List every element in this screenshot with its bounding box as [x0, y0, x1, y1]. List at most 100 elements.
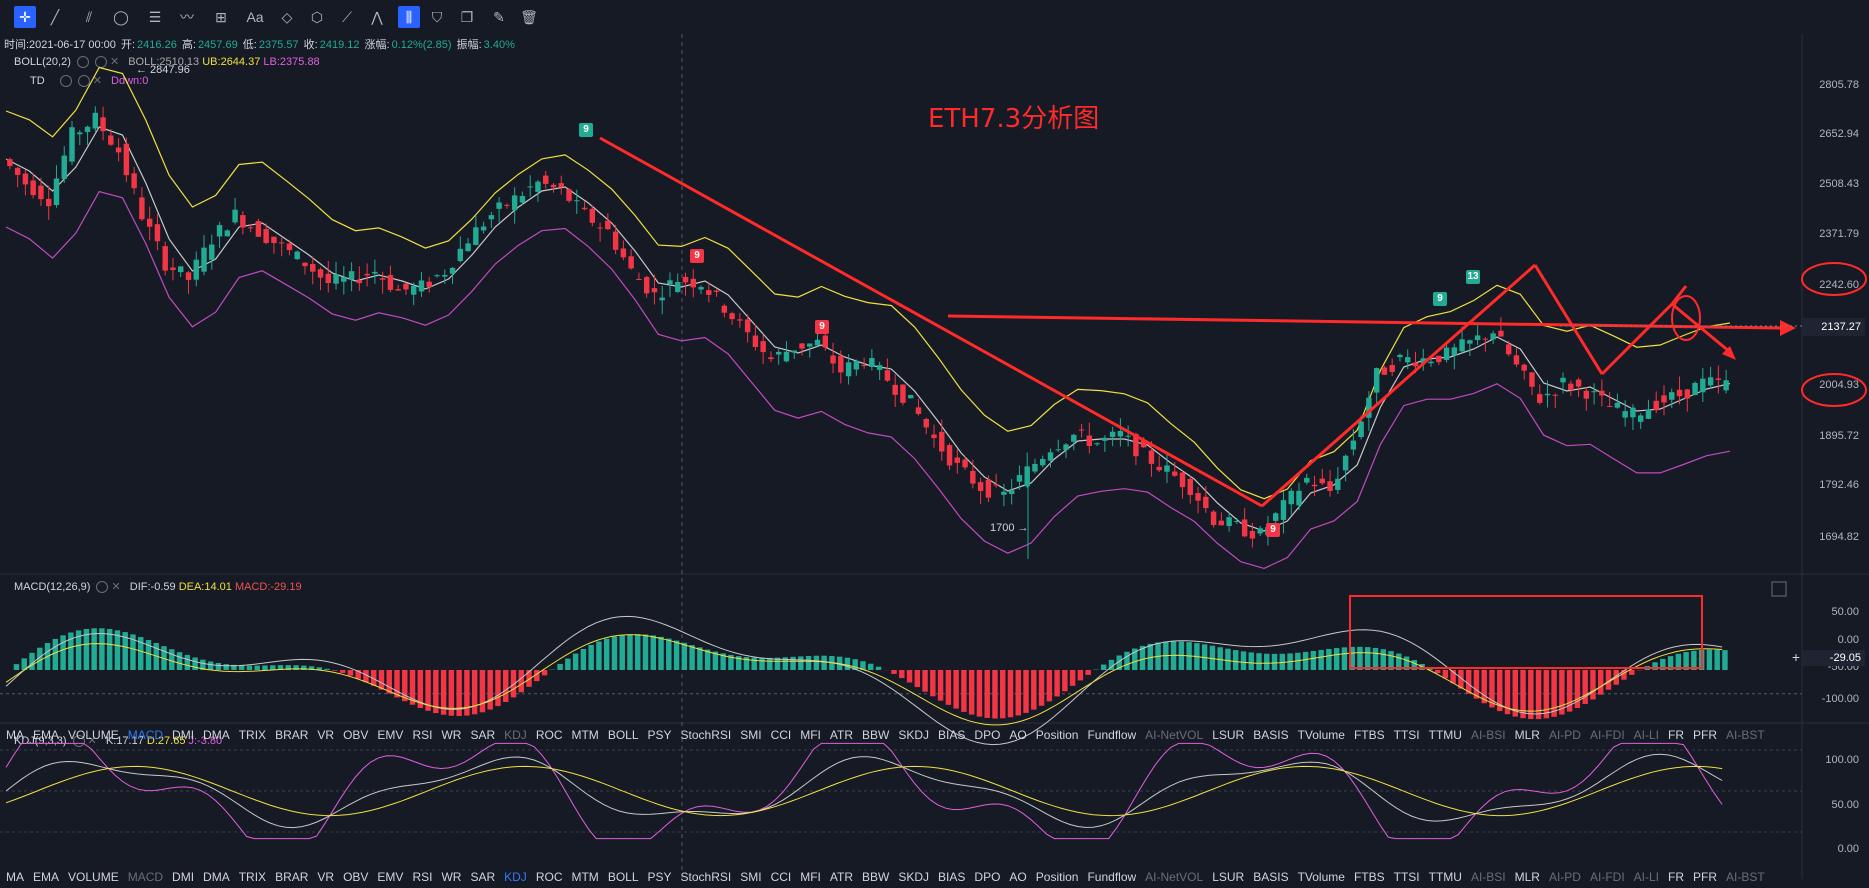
indicator-tab-wr[interactable]: WR — [441, 724, 461, 746]
indicator-tab-brar[interactable]: BRAR — [275, 866, 308, 888]
indicator-tab-trix[interactable]: TRIX — [239, 724, 266, 746]
indicator-tab-position[interactable]: Position — [1036, 724, 1079, 746]
indicator-tab-smi[interactable]: SMI — [740, 866, 761, 888]
indicator-tab-ai-fdi[interactable]: AI-FDI — [1590, 866, 1625, 888]
chart-svg[interactable] — [0, 34, 1869, 879]
indicator-tab-fundflow[interactable]: Fundflow — [1087, 724, 1136, 746]
measure-icon[interactable]: ⊞ — [210, 6, 232, 28]
indicator-tab-brar[interactable]: BRAR — [275, 724, 308, 746]
text-icon[interactable]: Aa — [244, 6, 266, 28]
pattern-icon[interactable]: ⬡ — [306, 6, 328, 28]
indicator-tab-psy[interactable]: PSY — [648, 866, 672, 888]
wave-icon[interactable]: 〰 — [176, 6, 198, 28]
indicator-tab-cci[interactable]: CCI — [771, 866, 792, 888]
indicator-tab-ai-li[interactable]: AI-LI — [1634, 724, 1659, 746]
indicator-tab-ai-bst[interactable]: AI-BST — [1726, 724, 1765, 746]
indicator-tab-ai-pd[interactable]: AI-PD — [1549, 724, 1581, 746]
indicator-tab-boll[interactable]: BOLL — [608, 724, 639, 746]
trend-line-icon[interactable]: ╱ — [44, 6, 66, 28]
indicator-tab-cci[interactable]: CCI — [771, 724, 792, 746]
indicator-tab-roc[interactable]: ROC — [536, 724, 563, 746]
indicator-tab-ao[interactable]: AO — [1009, 724, 1026, 746]
ellipse-icon[interactable]: ◯ — [110, 6, 132, 28]
indicator-tab-sar[interactable]: SAR — [470, 724, 495, 746]
indicator-tab-ttsi[interactable]: TTSI — [1394, 866, 1420, 888]
indicator-tab-basis[interactable]: BASIS — [1253, 724, 1288, 746]
indicator-tab-bbw[interactable]: BBW — [862, 866, 889, 888]
trash-icon[interactable]: 🗑 — [518, 6, 540, 28]
parallel-channel-icon[interactable]: ⫽ — [78, 6, 100, 28]
indicator-tab-bias[interactable]: BIAS — [938, 724, 965, 746]
indicator-tab-pfr[interactable]: PFR — [1693, 866, 1717, 888]
indicator-tab-dpo[interactable]: DPO — [974, 724, 1000, 746]
crosshair-icon[interactable]: ✛ — [14, 6, 36, 28]
indicator-tab-tvolume[interactable]: TVolume — [1298, 866, 1345, 888]
indicator-tab-ai-pd[interactable]: AI-PD — [1549, 866, 1581, 888]
indicator-tab-rsi[interactable]: RSI — [412, 866, 432, 888]
indicator-tab-tvolume[interactable]: TVolume — [1298, 724, 1345, 746]
indicator-tab-ai-fdi[interactable]: AI-FDI — [1590, 724, 1625, 746]
add-indicator-button[interactable]: + — [1788, 649, 1804, 665]
indicator-tab-dma[interactable]: DMA — [203, 866, 230, 888]
indicator-tab-skdj[interactable]: SKDJ — [898, 724, 929, 746]
indicator-tab-dmi[interactable]: DMI — [172, 724, 194, 746]
indicator-tab-ma[interactable]: MA — [6, 724, 24, 746]
indicator-tab-obv[interactable]: OBV — [343, 724, 368, 746]
indicator-tab-atr[interactable]: ATR — [830, 866, 853, 888]
copy-icon[interactable]: ❐ — [456, 6, 478, 28]
indicator-tab-sar[interactable]: SAR — [470, 866, 495, 888]
indicator-tab-mtm[interactable]: MTM — [571, 724, 598, 746]
indicator-tab-ai-bsi[interactable]: AI-BSI — [1471, 866, 1506, 888]
indicator-tab-stochrsi[interactable]: StochRSI — [681, 866, 732, 888]
indicator-tab-skdj[interactable]: SKDJ — [898, 866, 929, 888]
indicator-tab-mfi[interactable]: MFI — [800, 866, 821, 888]
indicator-tab-bbw[interactable]: BBW — [862, 724, 889, 746]
indicator-tab-ttsi[interactable]: TTSI — [1394, 724, 1420, 746]
indicator-tab-basis[interactable]: BASIS — [1253, 866, 1288, 888]
indicator-tab-ftbs[interactable]: FTBS — [1354, 724, 1385, 746]
indicator-tab-macd[interactable]: MACD — [128, 724, 163, 746]
indicator-tab-ai-netvol[interactable]: AI-NetVOL — [1145, 724, 1203, 746]
indicator-tab-psy[interactable]: PSY — [648, 724, 672, 746]
indicator-tab-ttmu[interactable]: TTMU — [1429, 866, 1462, 888]
indicator-tab-macd[interactable]: MACD — [128, 866, 163, 888]
indicator-tab-ai-bst[interactable]: AI-BST — [1726, 866, 1765, 888]
indicator-tab-lsur[interactable]: LSUR — [1212, 724, 1244, 746]
indicator-tab-emv[interactable]: EMV — [377, 866, 403, 888]
indicator-tab-mfi[interactable]: MFI — [800, 724, 821, 746]
indicator-tab-trix[interactable]: TRIX — [239, 866, 266, 888]
indicator-tab-stochrsi[interactable]: StochRSI — [681, 724, 732, 746]
indicator-tab-fr[interactable]: FR — [1668, 866, 1684, 888]
indicator-tab-emv[interactable]: EMV — [377, 724, 403, 746]
indicator-tab-roc[interactable]: ROC — [536, 866, 563, 888]
indicator-tab-atr[interactable]: ATR — [830, 724, 853, 746]
indicator-tab-fundflow[interactable]: Fundflow — [1087, 866, 1136, 888]
horizontal-lines-icon[interactable]: ☰ — [144, 6, 166, 28]
indicator-tab-lsur[interactable]: LSUR — [1212, 866, 1244, 888]
indicator-tab-ai-li[interactable]: AI-LI — [1634, 866, 1659, 888]
indicator-tab-mtm[interactable]: MTM — [571, 866, 598, 888]
indicator-tab-obv[interactable]: OBV — [343, 866, 368, 888]
ruler-icon[interactable]: ⟋ — [336, 6, 358, 28]
indicator-tab-dma[interactable]: DMA — [203, 724, 230, 746]
chart-area[interactable] — [0, 34, 1869, 884]
indicator-tab-wr[interactable]: WR — [441, 866, 461, 888]
lock-icon[interactable]: ⛉ — [426, 6, 448, 28]
fib-icon[interactable]: ◇ — [276, 6, 298, 28]
indicator-tab-ema[interactable]: EMA — [33, 724, 59, 746]
indicator-tab-ma[interactable]: MA — [6, 866, 24, 888]
magnet-icon[interactable]: ⋀ — [366, 6, 388, 28]
indicator-tab-position[interactable]: Position — [1036, 866, 1079, 888]
indicator-tab-mlr[interactable]: MLR — [1515, 866, 1540, 888]
indicator-tab-fr[interactable]: FR — [1668, 724, 1684, 746]
indicator-tab-ao[interactable]: AO — [1009, 866, 1026, 888]
indicator-tab-kdj[interactable]: KDJ — [504, 724, 527, 746]
indicator-tab-vr[interactable]: VR — [317, 724, 334, 746]
indicator-tab-smi[interactable]: SMI — [740, 724, 761, 746]
indicator-tab-ftbs[interactable]: FTBS — [1354, 866, 1385, 888]
indicator-tab-bias[interactable]: BIAS — [938, 866, 965, 888]
indicator-tab-pfr[interactable]: PFR — [1693, 724, 1717, 746]
note-icon[interactable]: ✎ — [488, 6, 510, 28]
indicator-tab-ai-bsi[interactable]: AI-BSI — [1471, 724, 1506, 746]
indicator-tab-kdj[interactable]: KDJ — [504, 866, 527, 888]
